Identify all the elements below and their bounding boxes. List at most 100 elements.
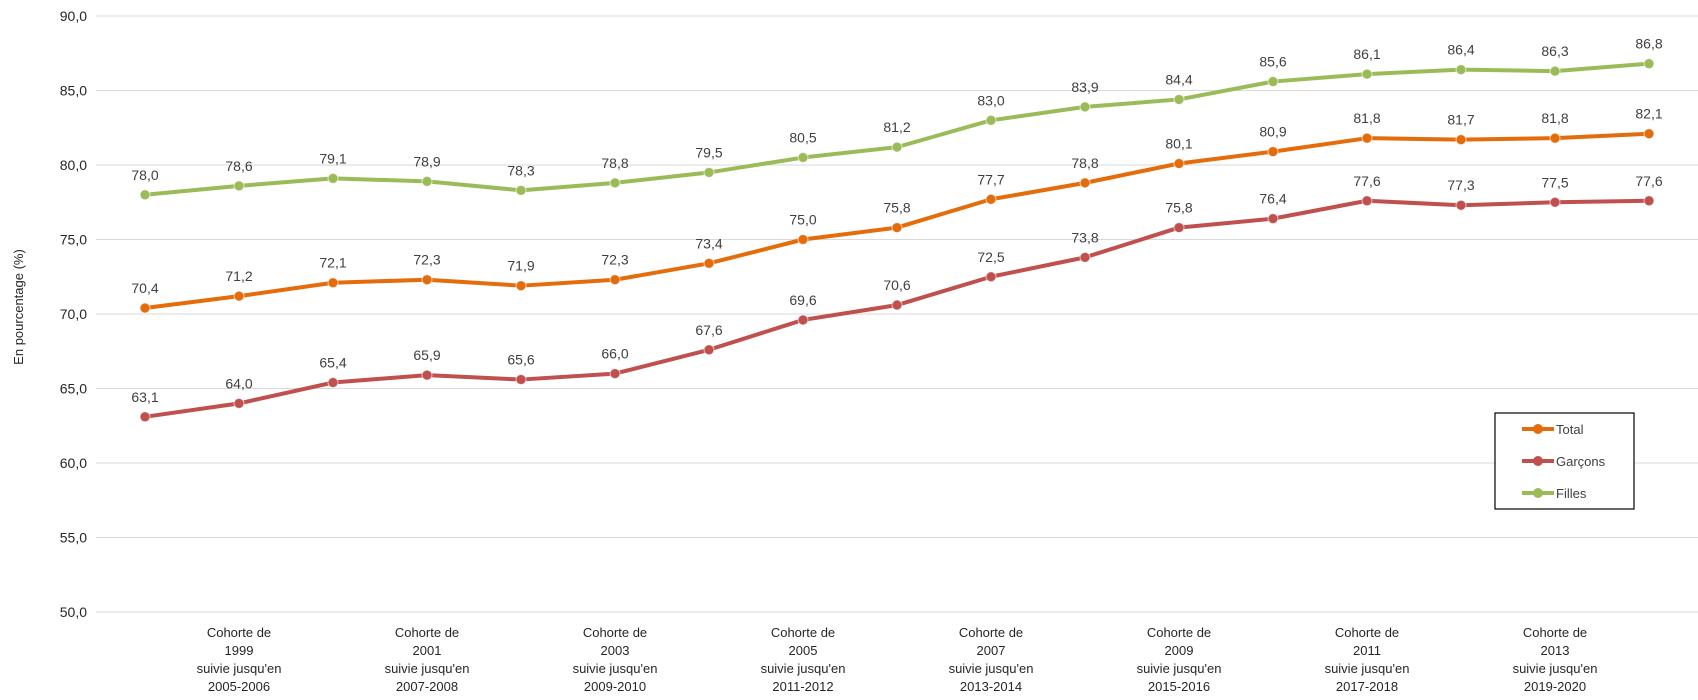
- data-point: [1643, 58, 1655, 70]
- data-label: 65,4: [319, 355, 346, 371]
- series-garcons: 63,1 64,0 65,4 65,9 65,6 66,0 67,6 69,6 70,6 72,5…: [131, 173, 1663, 423]
- y-tick-label: 80,0: [60, 157, 87, 173]
- data-point: [1173, 93, 1185, 105]
- data-label: 86,1: [1353, 46, 1380, 62]
- data-label: 72,5: [977, 249, 1004, 265]
- series-group: 70,4 71,2 72,1 72,3 71,9 72,3 73,4 75,0 75,8 77,7…: [131, 36, 1663, 423]
- data-label: 80,9: [1259, 124, 1286, 140]
- data-point: [1455, 134, 1467, 146]
- data-label: 75,0: [789, 212, 816, 228]
- data-point: [703, 166, 715, 178]
- data-point: [139, 189, 151, 201]
- data-label: 76,4: [1259, 191, 1286, 207]
- data-point: [1549, 196, 1561, 208]
- data-point: [985, 114, 997, 126]
- data-label: 84,4: [1165, 71, 1192, 87]
- data-label: 86,8: [1635, 36, 1662, 52]
- data-point: [139, 302, 151, 314]
- data-point: [1361, 195, 1373, 207]
- data-point: [609, 368, 621, 380]
- series-filles: 78,0 78,6 79,1 78,9 78,3 78,8 79,5 80,5 81,2 83,0…: [131, 36, 1663, 201]
- legend-item: Total: [1522, 422, 1584, 437]
- data-label: 72,3: [413, 252, 440, 268]
- data-label: 73,4: [695, 235, 722, 251]
- y-tick-label: 70,0: [60, 306, 87, 322]
- data-point: [1361, 132, 1373, 144]
- data-point: [233, 397, 245, 409]
- data-label: 78,0: [131, 167, 158, 183]
- data-label: 77,6: [1353, 173, 1380, 189]
- data-point: [421, 369, 433, 381]
- y-axis-title: En pourcentage (%): [11, 249, 26, 365]
- data-point: [1361, 68, 1373, 80]
- x-category-label: Cohorte de 2003 suivie jusqu'en 2009-2010: [573, 625, 658, 694]
- data-label: 80,1: [1165, 136, 1192, 152]
- data-label: 78,3: [507, 162, 534, 178]
- legend-item: Garçons: [1522, 454, 1606, 469]
- data-point: [1455, 199, 1467, 211]
- data-label: 81,8: [1541, 110, 1568, 126]
- x-category-label: Cohorte de 2007 suivie jusqu'en 2013-2014: [949, 625, 1034, 694]
- data-label: 80,5: [789, 130, 816, 146]
- data-point: [1267, 76, 1279, 88]
- series-total: 70,4 71,2 72,1 72,3 71,9 72,3 73,4 75,0 75,8 77,7…: [131, 106, 1663, 314]
- data-point: [891, 222, 903, 234]
- data-point: [1079, 177, 1091, 189]
- data-label: 77,6: [1635, 173, 1662, 189]
- x-axis-categories: Cohorte de 1999 suivie jusqu'en 2005-2006 Co…: [197, 625, 1598, 694]
- data-label: 69,6: [789, 292, 816, 308]
- data-label: 72,3: [601, 252, 628, 268]
- data-label: 78,9: [413, 153, 440, 169]
- data-point: [985, 193, 997, 205]
- data-point: [609, 274, 621, 286]
- data-point: [891, 141, 903, 153]
- data-point: [233, 180, 245, 192]
- data-point: [421, 274, 433, 286]
- data-point: [1549, 132, 1561, 144]
- data-point: [1549, 65, 1561, 77]
- data-label: 83,9: [1071, 79, 1098, 95]
- data-label: 70,4: [131, 280, 158, 296]
- data-point: [1267, 213, 1279, 225]
- y-tick-label: 55,0: [60, 530, 87, 546]
- data-point: [327, 172, 339, 184]
- legend-label: Filles: [1556, 486, 1587, 501]
- data-point: [609, 177, 621, 189]
- y-tick-label: 65,0: [60, 381, 87, 397]
- data-label: 65,6: [507, 352, 534, 368]
- data-point: [139, 411, 151, 423]
- data-point: [1643, 195, 1655, 207]
- data-point: [797, 152, 809, 164]
- y-tick-label: 85,0: [60, 83, 87, 99]
- data-point: [327, 277, 339, 289]
- data-label: 63,1: [131, 389, 158, 405]
- legend-marker: [1533, 456, 1543, 466]
- x-category-label: Cohorte de 2005 suivie jusqu'en 2011-2012: [761, 625, 846, 694]
- legend-marker: [1533, 424, 1543, 434]
- data-point: [515, 280, 527, 292]
- data-label: 78,8: [1071, 155, 1098, 171]
- data-label: 71,9: [507, 258, 534, 274]
- data-label: 71,2: [225, 268, 252, 284]
- y-axis-ticks: 50,0 55,0 60,0 65,0 70,0 75,0 80,0 85,0 90,0: [60, 8, 87, 620]
- data-label: 86,4: [1447, 42, 1474, 58]
- data-point: [1079, 101, 1091, 113]
- legend: Total Garçons Filles: [1494, 412, 1635, 510]
- y-tick-label: 75,0: [60, 232, 87, 248]
- data-label: 67,6: [695, 322, 722, 338]
- data-label: 72,1: [319, 255, 346, 271]
- data-point: [1173, 222, 1185, 234]
- data-point: [891, 299, 903, 311]
- x-category-label: Cohorte de 2001 suivie jusqu'en 2007-2008: [385, 625, 470, 694]
- data-label: 81,2: [883, 119, 910, 135]
- data-label: 86,3: [1541, 43, 1568, 59]
- data-point: [797, 314, 809, 326]
- data-point: [327, 377, 339, 389]
- data-label: 70,6: [883, 277, 910, 293]
- data-label: 65,9: [413, 347, 440, 363]
- data-point: [703, 257, 715, 269]
- data-label: 79,1: [319, 150, 346, 166]
- y-tick-label: 90,0: [60, 8, 87, 24]
- data-point: [797, 234, 809, 245]
- data-label: 64,0: [225, 375, 252, 391]
